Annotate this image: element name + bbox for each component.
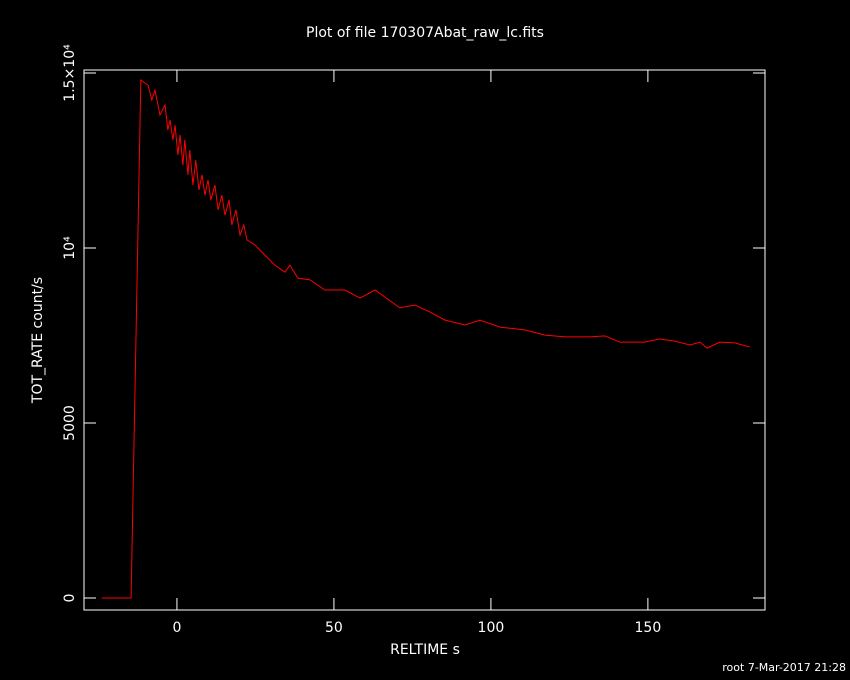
y-tick-label: 1.5×10⁴ bbox=[62, 44, 78, 102]
plot-frame bbox=[83, 69, 766, 611]
x-tick-label: 150 bbox=[635, 620, 662, 636]
x-tick-label: 100 bbox=[478, 620, 505, 636]
y-axis-label: TOT_RATE count/s bbox=[30, 277, 46, 404]
data-line bbox=[101, 79, 751, 599]
footer: root 7-Mar-2017 21:28 bbox=[722, 661, 846, 674]
x-tick-label: 50 bbox=[325, 620, 343, 636]
chart-title: Plot of file 170307Abat_raw_lc.fits bbox=[306, 25, 544, 41]
x-axis-label: RELTIME s bbox=[390, 642, 460, 658]
y-tick-label: 10⁴ bbox=[62, 236, 78, 260]
y-tick-label: 5000 bbox=[62, 405, 78, 441]
y-tick-label: 0 bbox=[62, 594, 78, 603]
x-tick-label: 0 bbox=[172, 620, 181, 636]
